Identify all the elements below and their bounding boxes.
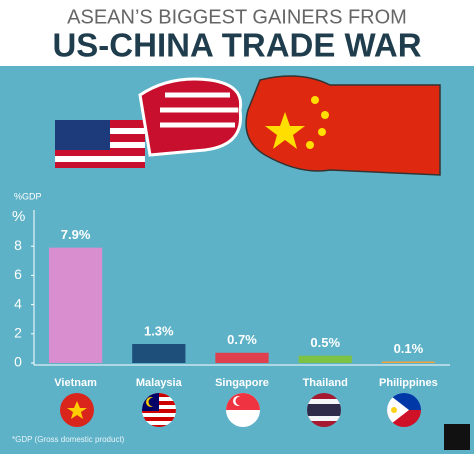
x-tick-label: Vietnam <box>54 377 97 389</box>
flag-vietnam <box>60 393 94 427</box>
china-fist <box>245 75 441 176</box>
value-label: 7.9% <box>61 227 91 242</box>
value-label: 1.3% <box>144 323 174 338</box>
value-label: 0.1% <box>394 341 424 356</box>
y-tick-label: 6 <box>14 266 22 282</box>
flag-singapore <box>226 393 260 427</box>
value-label: 0.7% <box>227 332 257 347</box>
bar <box>381 361 436 363</box>
footnote: *GDP (Gross domestic product) <box>12 435 125 444</box>
flag-thailand <box>307 393 341 427</box>
y-tick-label: 4 <box>14 295 22 311</box>
value-label: 0.5% <box>310 335 340 350</box>
bar <box>215 352 269 363</box>
y-tick-label: 2 <box>14 325 22 341</box>
logo <box>444 424 470 450</box>
chart-title: ASEAN’S BIGGEST GAINERS FROM <box>67 6 407 28</box>
bar <box>298 355 352 363</box>
flag-philippines <box>387 393 421 427</box>
us-fist <box>55 77 243 168</box>
bar <box>132 344 186 363</box>
x-tick-label: Thailand <box>303 377 348 389</box>
y-unit-label: % <box>12 208 25 225</box>
x-tick-label: Malaysia <box>136 377 183 389</box>
y-tick-label: 8 <box>14 237 22 253</box>
y-tick-label: 0 <box>14 354 22 370</box>
x-tick-label: Philippines <box>379 377 438 389</box>
x-tick-label: Singapore <box>215 377 269 389</box>
y-axis-label: %GDP <box>14 191 42 201</box>
chart-subtitle: US-CHINA TRADE WAR <box>52 27 421 64</box>
header <box>0 0 474 66</box>
bar <box>48 247 103 363</box>
